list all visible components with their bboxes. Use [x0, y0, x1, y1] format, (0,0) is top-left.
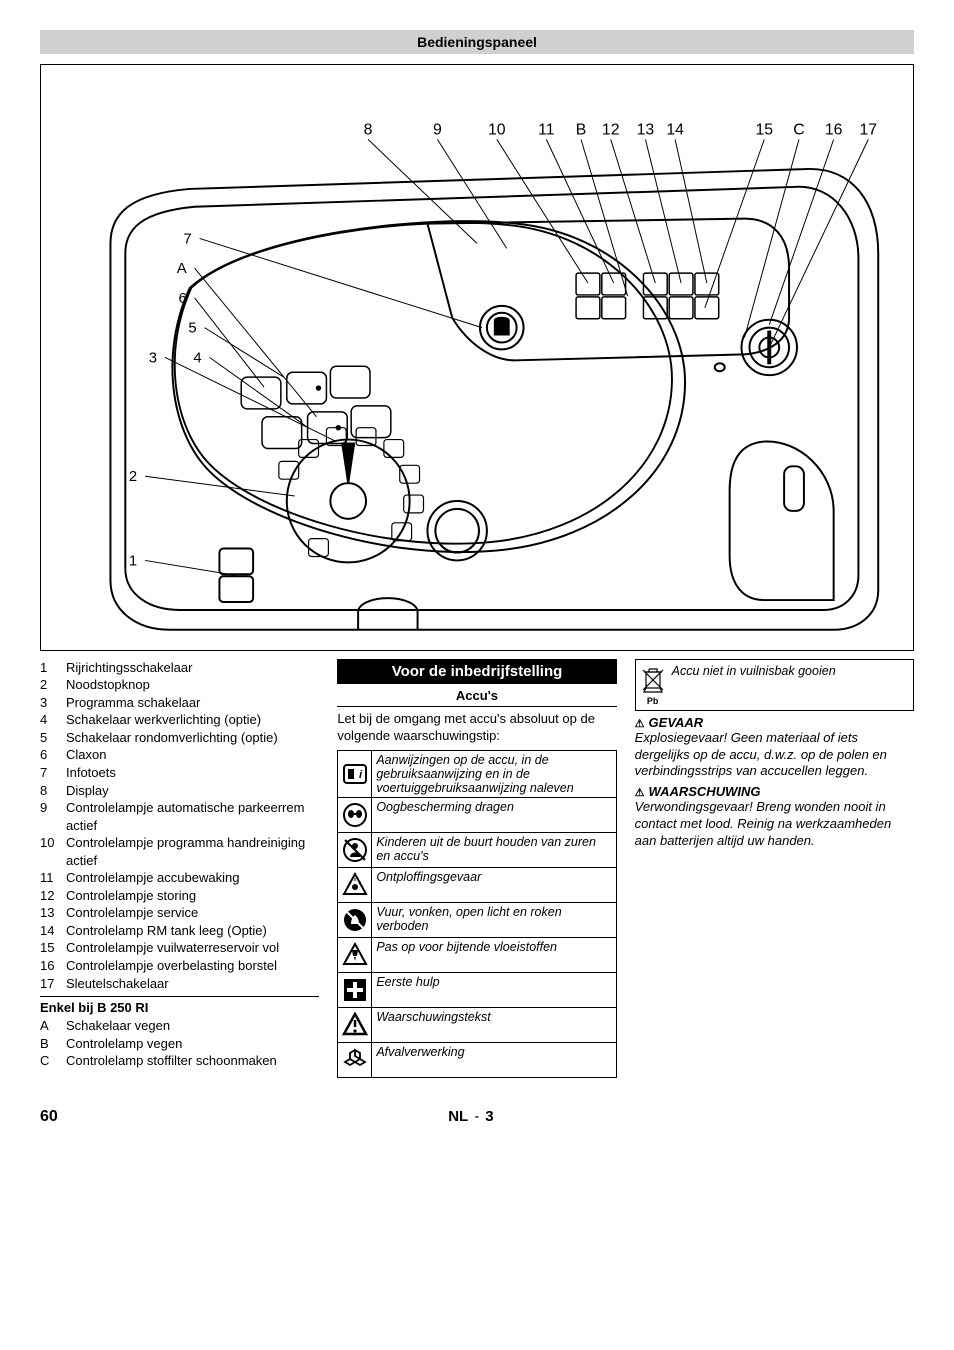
legend-item: 4Schakelaar werkverlichting (optie)	[40, 711, 319, 729]
legend-item: 12Controlelampje storing	[40, 887, 319, 905]
section-subtitle: Accu's	[337, 686, 616, 707]
warning-text: Verwondingsgevaar! Breng wonden nooit in…	[635, 799, 914, 850]
legend-item: 14Controlelamp RM tank leeg (Optie)	[40, 922, 319, 940]
warning-icon	[338, 903, 372, 938]
crossed-bin-icon	[640, 664, 666, 696]
legend-item: BControlelamp vegen	[40, 1035, 319, 1053]
commissioning-column: Voor de inbedrijfstelling Accu's Let bij…	[337, 659, 616, 1079]
svg-text:B: B	[576, 121, 587, 138]
warning-text: Oogbescherming dragen	[372, 798, 616, 833]
warning-icon	[338, 868, 372, 903]
warning-icon	[338, 1043, 372, 1078]
legend-item: 11Controlelampje accubewaking	[40, 869, 319, 887]
warning-text: Aanwijzingen op de accu, in de gebruiksa…	[372, 751, 616, 798]
warning-text: Ontploffingsgevaar	[372, 868, 616, 903]
legend-item: 13Controlelampje service	[40, 904, 319, 922]
legend-list: 1Rijrichtingsschakelaar2Noodstopknop3Pro…	[40, 659, 319, 992]
page-number: 60	[40, 1108, 58, 1126]
intro-text: Let bij de omgang met accu's absoluut op…	[337, 711, 616, 745]
svg-text:A: A	[177, 261, 187, 277]
legend-item: 6Claxon	[40, 746, 319, 764]
section-header: Bedieningspaneel	[40, 30, 914, 54]
no-trash-box: Pb Accu niet in vuilnisbak gooien	[635, 659, 914, 711]
danger-text: Explosiegevaar! Geen materiaal of iets d…	[635, 730, 914, 781]
svg-text:1: 1	[129, 553, 137, 569]
warning-icon	[338, 938, 372, 973]
svg-text:15: 15	[755, 121, 773, 138]
warning-icon	[338, 833, 372, 868]
warning-icon	[338, 973, 372, 1008]
svg-text:i: i	[359, 769, 363, 781]
svg-text:8: 8	[364, 121, 373, 138]
variant-heading: Enkel bij B 250 RI	[40, 996, 319, 1015]
legend-item: 10Controlelampje programma handreiniging…	[40, 834, 319, 869]
legend-column: 1Rijrichtingsschakelaar2Noodstopknop3Pro…	[40, 659, 319, 1070]
warning-text: Waarschuwingstekst	[372, 1008, 616, 1043]
warning-text: Pas op voor bijtende vloeistoffen	[372, 938, 616, 973]
svg-text:11: 11	[538, 121, 555, 138]
danger-heading: GEVAAR	[635, 715, 914, 730]
warning-text: Vuur, vonken, open licht en roken verbod…	[372, 903, 616, 938]
legend-item: 7Infotoets	[40, 764, 319, 782]
warning-text: Eerste hulp	[372, 973, 616, 1008]
warning-icon	[338, 1008, 372, 1043]
lang-code: NL	[448, 1108, 468, 1125]
svg-text:2: 2	[129, 469, 137, 485]
svg-text:4: 4	[193, 350, 201, 366]
svg-text:10: 10	[488, 121, 506, 138]
legend-item: 8Display	[40, 782, 319, 800]
legend-item: CControlelamp stoffilter schoonmaken	[40, 1052, 319, 1070]
warning-icon	[338, 798, 372, 833]
section-title: Voor de inbedrijfstelling	[337, 659, 616, 684]
svg-text:C: C	[793, 121, 804, 138]
svg-text:12: 12	[602, 121, 620, 138]
legend-item: 16Controlelampje overbelasting borstel	[40, 957, 319, 975]
svg-text:9: 9	[433, 121, 442, 138]
control-panel-diagram: 8 9 10 11 B 12 13 14 15 C 16 17 7 A 65 3 4 2 1	[40, 64, 914, 651]
legend-sub-list: ASchakelaar vegenBControlelamp vegenCCon…	[40, 1017, 319, 1070]
legend-item: ASchakelaar vegen	[40, 1017, 319, 1035]
legend-item: 15Controlelampje vuilwaterreservoir vol	[40, 939, 319, 957]
svg-text:14: 14	[666, 121, 684, 138]
warning-text: Afvalverwerking	[372, 1043, 616, 1078]
svg-text:16: 16	[825, 121, 843, 138]
sub-page: 3	[485, 1108, 493, 1125]
danger-column: Pb Accu niet in vuilnisbak gooien GEVAAR…	[635, 659, 914, 854]
svg-text:5: 5	[188, 321, 196, 337]
warning-heading: WAARSCHUWING	[635, 784, 914, 799]
panel-svg: 8 9 10 11 B 12 13 14 15 C 16 17 7 A 65 3 4 2 1	[51, 75, 903, 640]
svg-text:3: 3	[149, 350, 157, 366]
legend-item: 17Sleutelschakelaar	[40, 975, 319, 993]
svg-text:6: 6	[178, 291, 186, 307]
legend-item: 5Schakelaar rondomverlichting (optie)	[40, 729, 319, 747]
legend-item: 9Controlelampje automatische parkeerrem …	[40, 799, 319, 834]
svg-text:7: 7	[183, 231, 191, 247]
warning-text: Kinderen uit de buurt houden van zuren e…	[372, 833, 616, 868]
warning-icon: i	[338, 751, 372, 798]
svg-text:13: 13	[637, 121, 655, 138]
page-footer: 60 NL-3	[40, 1108, 914, 1126]
legend-item: 2Noodstopknop	[40, 676, 319, 694]
no-trash-text: Accu niet in vuilnisbak gooien	[672, 664, 836, 678]
battery-warning-table: i Aanwijzingen op de accu, in de gebruiks…	[337, 750, 616, 1078]
svg-text:17: 17	[860, 121, 878, 138]
legend-item: 1Rijrichtingsschakelaar	[40, 659, 319, 677]
legend-item: 3Programma schakelaar	[40, 694, 319, 712]
